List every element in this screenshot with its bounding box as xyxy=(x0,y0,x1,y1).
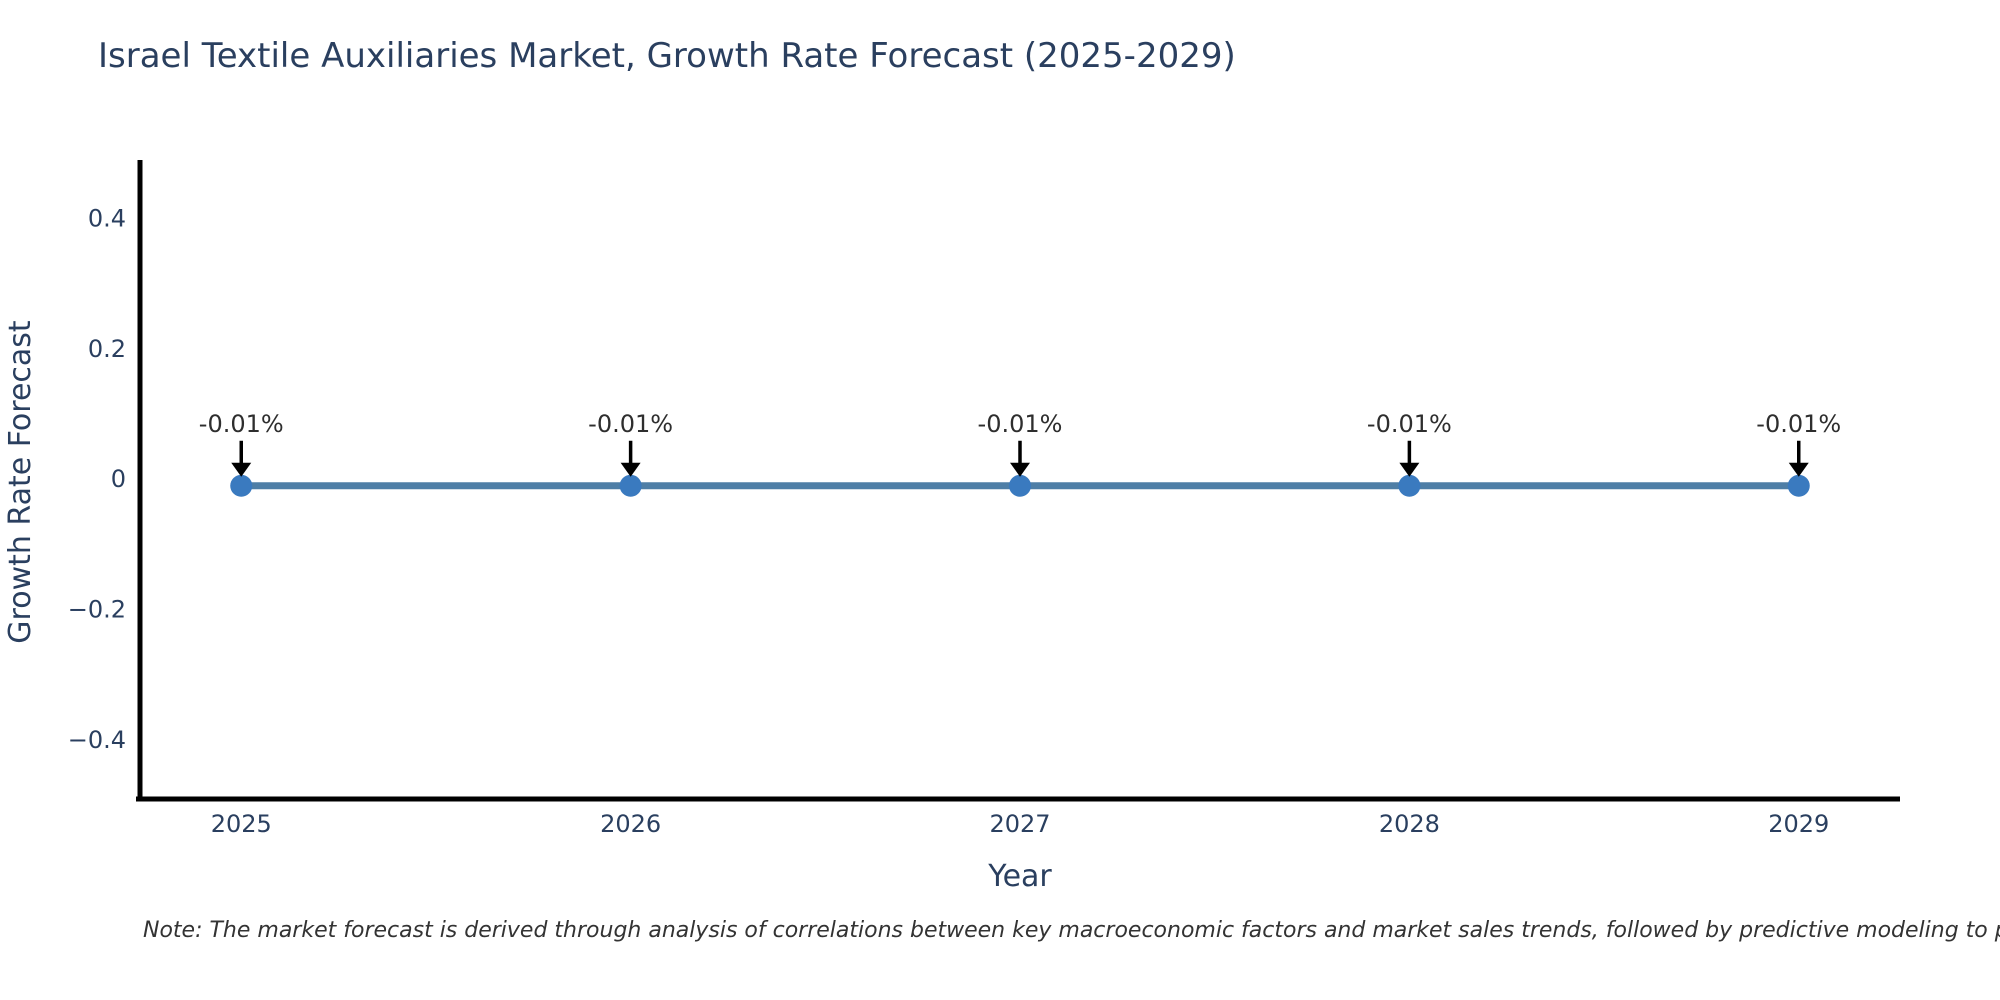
chart-title: Israel Textile Auxiliaries Market, Growt… xyxy=(98,36,1236,76)
annotation-label: -0.01% xyxy=(1756,410,1841,438)
data-point-marker xyxy=(1787,474,1810,497)
data-point-marker xyxy=(230,474,253,497)
annotation-label: -0.01% xyxy=(199,410,284,438)
x-tick-label: 2028 xyxy=(1379,810,1440,838)
annotation-arrowhead-icon xyxy=(620,462,641,477)
annotation-label: -0.01% xyxy=(588,410,673,438)
data-point-marker xyxy=(619,474,642,497)
y-tick-label: 0.4 xyxy=(88,205,126,233)
x-axis-title: Year xyxy=(987,859,1052,894)
x-tick-label: 2026 xyxy=(600,810,661,838)
x-tick-label: 2027 xyxy=(989,810,1050,838)
y-tick-label: 0 xyxy=(111,465,126,493)
y-tick-label: −0.2 xyxy=(68,596,126,624)
y-tick-label: −0.4 xyxy=(68,726,126,754)
annotation-arrowhead-icon xyxy=(1788,462,1809,477)
axes-group: 0.4 0.2 0 −0.2 −0.4 2025 2026 2027 2028 2029 xyxy=(68,160,1900,838)
y-axis-title: Growth Rate Forecast xyxy=(3,320,38,644)
series-group xyxy=(230,474,1810,497)
x-tick-label: 2029 xyxy=(1768,810,1829,838)
data-point-marker xyxy=(1398,474,1421,497)
annotation-arrowhead-icon xyxy=(231,462,252,477)
annotation-arrowhead-icon xyxy=(1399,462,1420,477)
x-tick-label: 2025 xyxy=(211,810,272,838)
annotation-label: -0.01% xyxy=(978,410,1063,438)
annotation-label: -0.01% xyxy=(1367,410,1452,438)
footnote: Note: The market forecast is derived thr… xyxy=(143,918,2000,943)
y-tick-label: 0.2 xyxy=(88,335,126,363)
annotation-arrowhead-icon xyxy=(1010,462,1030,477)
data-point-marker xyxy=(1009,474,1031,497)
annotations-group: -0.01% -0.01% -0.01% -0.01% -0.01% xyxy=(199,410,1841,477)
